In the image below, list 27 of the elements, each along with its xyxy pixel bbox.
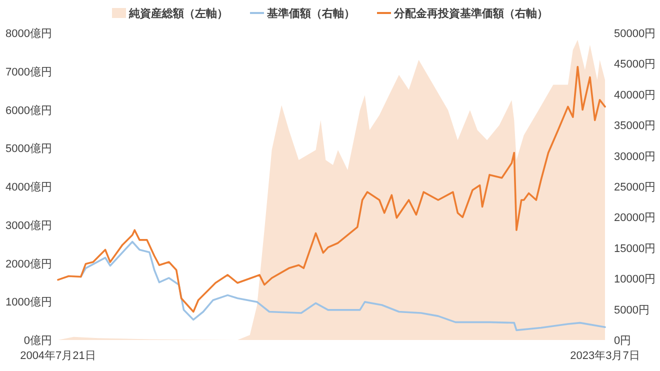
legend-label: 基準価額（右軸） — [266, 7, 355, 20]
y-tick-label: 8000億円 — [6, 27, 52, 40]
y-tick-label: 4000億円 — [6, 180, 52, 194]
y2-tick-label: 20000円 — [614, 212, 656, 224]
y2-tick-label: 0円 — [614, 335, 632, 347]
y-tick-label: 3000億円 — [6, 218, 52, 232]
legend-label: 分配金再投資基準価額（右軸） — [393, 7, 548, 20]
y-tick-label: 2000億円 — [6, 257, 52, 270]
y2-tick-label: 10000円 — [614, 274, 656, 286]
y-tick-label: 0億円 — [24, 334, 52, 347]
y2-tick-label: 50000円 — [614, 28, 656, 40]
y2-tick-label: 25000円 — [614, 182, 656, 194]
y2-tick-label: 15000円 — [614, 242, 656, 255]
y-tick-label: 5000億円 — [6, 142, 52, 156]
x-tick-label: 2023年3月7日 — [570, 350, 640, 362]
y2-tick-label: 45000円 — [614, 58, 656, 71]
y-tick-label: 7000億円 — [6, 65, 52, 78]
y2-tick-label: 30000円 — [614, 150, 656, 163]
x-tick-label: 2004年7月21日 — [20, 350, 96, 362]
y2-tick-label: 5000円 — [614, 304, 650, 316]
y2-tick-label: 35000円 — [614, 120, 656, 132]
line-series — [80, 240, 606, 332]
y2-tick-label: 40000円 — [614, 89, 656, 102]
y-tick-label: 1000億円 — [6, 296, 52, 309]
line-series — [57, 66, 606, 313]
y-tick-label: 6000億円 — [6, 104, 52, 117]
legend-label: 純資産総額（左軸） — [128, 7, 228, 20]
